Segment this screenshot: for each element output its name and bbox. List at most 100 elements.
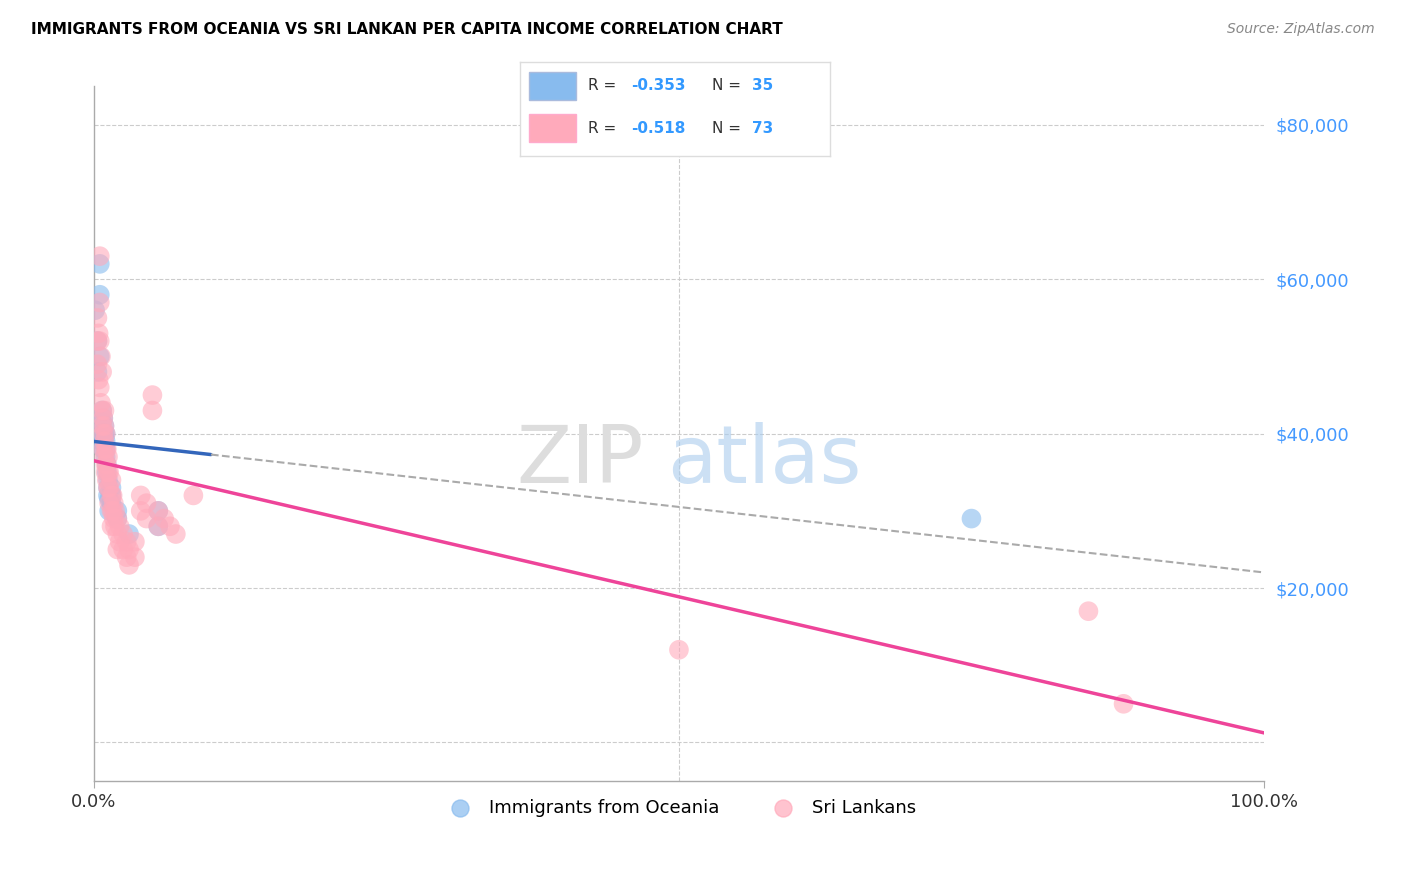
Point <box>100 496 122 510</box>
Point <box>118 527 141 541</box>
Point <box>112 527 135 541</box>
Point <box>105 527 128 541</box>
Point <box>105 542 128 557</box>
Point <box>97 481 120 495</box>
Point <box>93 434 115 449</box>
Point <box>148 504 170 518</box>
Text: 35: 35 <box>752 78 773 94</box>
Text: N =: N = <box>711 78 745 94</box>
Point <box>96 458 118 472</box>
Point <box>112 542 135 557</box>
Point <box>103 496 125 510</box>
Point <box>100 504 122 518</box>
Point <box>94 450 117 464</box>
Point <box>93 450 115 464</box>
Point <box>91 415 114 429</box>
Point <box>183 488 205 502</box>
Point <box>91 419 114 434</box>
Point <box>96 465 118 479</box>
Point <box>93 403 115 417</box>
Point <box>118 542 141 557</box>
Point <box>100 519 122 533</box>
Point <box>97 450 120 464</box>
Point <box>104 504 127 518</box>
Point <box>129 504 152 518</box>
Point <box>93 419 115 434</box>
Point <box>94 442 117 456</box>
Point <box>108 534 131 549</box>
Point <box>89 350 111 364</box>
Point <box>165 527 187 541</box>
Point <box>141 388 163 402</box>
Point <box>87 326 110 341</box>
Point <box>84 303 107 318</box>
Point <box>100 473 122 487</box>
Point <box>89 380 111 394</box>
Point <box>668 642 690 657</box>
Point <box>105 504 128 518</box>
Point <box>98 481 121 495</box>
Point <box>91 403 114 417</box>
Text: -0.353: -0.353 <box>631 78 686 94</box>
Point <box>96 458 118 472</box>
Point <box>98 492 121 507</box>
Point <box>105 511 128 525</box>
Point <box>115 550 138 565</box>
Point <box>89 287 111 301</box>
Point <box>94 426 117 441</box>
Point <box>86 310 108 325</box>
Point <box>89 295 111 310</box>
Point <box>135 511 157 525</box>
Point <box>97 473 120 487</box>
Point <box>100 481 122 495</box>
Point <box>100 488 122 502</box>
Text: R =: R = <box>588 120 621 136</box>
Point <box>124 550 146 565</box>
Text: Source: ZipAtlas.com: Source: ZipAtlas.com <box>1227 22 1375 37</box>
Point <box>89 334 111 348</box>
Point <box>89 249 111 263</box>
Point <box>97 465 120 479</box>
Point <box>101 488 124 502</box>
Point <box>91 403 114 417</box>
Point <box>96 473 118 487</box>
Point <box>86 334 108 348</box>
Point <box>91 365 114 379</box>
Point <box>98 496 121 510</box>
Point <box>93 431 115 445</box>
Text: atlas: atlas <box>668 423 862 500</box>
Point <box>148 519 170 533</box>
Point <box>100 488 122 502</box>
Text: IMMIGRANTS FROM OCEANIA VS SRI LANKAN PER CAPITA INCOME CORRELATION CHART: IMMIGRANTS FROM OCEANIA VS SRI LANKAN PE… <box>31 22 783 37</box>
Point <box>94 465 117 479</box>
Point <box>97 481 120 495</box>
Point <box>91 426 114 441</box>
Point <box>91 426 114 441</box>
Point <box>101 504 124 518</box>
Point <box>124 534 146 549</box>
Point <box>97 488 120 502</box>
Point <box>86 365 108 379</box>
Point <box>91 411 114 425</box>
Point <box>87 373 110 387</box>
FancyBboxPatch shape <box>530 114 576 142</box>
Point <box>94 442 117 456</box>
Point <box>118 558 141 572</box>
Point <box>94 434 117 449</box>
Point <box>105 511 128 525</box>
Text: 73: 73 <box>752 120 773 136</box>
Point <box>86 357 108 371</box>
Point <box>96 442 118 456</box>
Point <box>141 403 163 417</box>
Point <box>91 442 114 456</box>
Point <box>129 488 152 502</box>
Point <box>94 426 117 441</box>
Point <box>91 434 114 449</box>
Point <box>103 511 125 525</box>
Point <box>960 511 983 525</box>
Legend: Immigrants from Oceania, Sri Lankans: Immigrants from Oceania, Sri Lankans <box>434 791 922 824</box>
Text: R =: R = <box>588 78 621 94</box>
Point <box>153 511 176 525</box>
Point <box>104 519 127 533</box>
FancyBboxPatch shape <box>530 72 576 100</box>
